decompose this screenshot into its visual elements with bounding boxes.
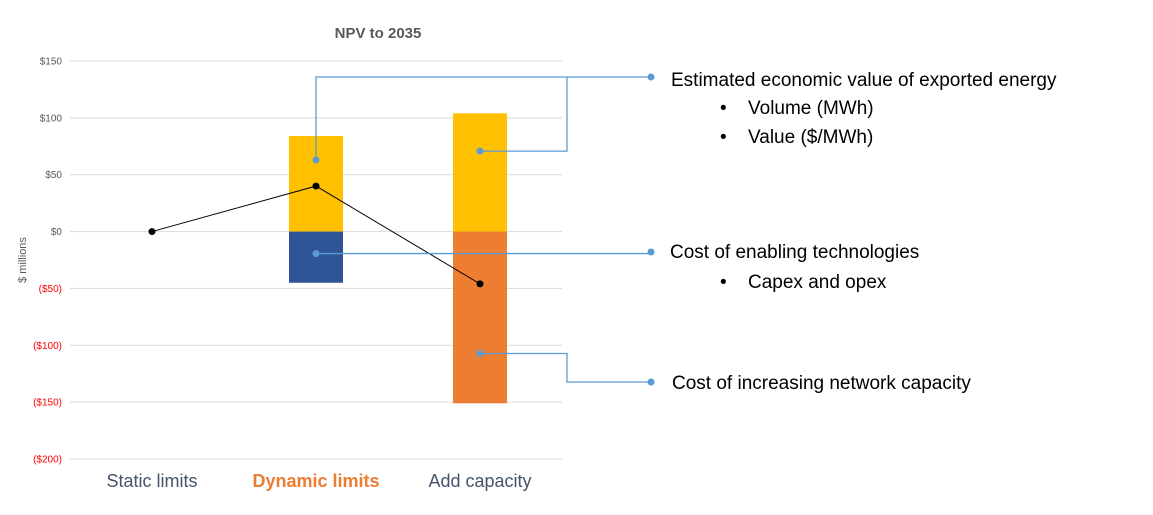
net-point	[476, 280, 484, 288]
bars	[289, 113, 507, 404]
category-label: Dynamic limits	[252, 471, 379, 491]
leader-dot	[647, 248, 655, 256]
y-tick-label: $50	[45, 170, 62, 181]
net-point	[148, 228, 156, 236]
y-tick-label: ($50)	[39, 284, 62, 295]
leader-line	[480, 77, 568, 152]
annotation-network-capacity-title: Cost of increasing network capacity	[672, 373, 971, 394]
bar-network-capacity	[453, 231, 507, 404]
annotation-bullet-glyph: •	[720, 98, 727, 119]
annotation-leaders	[312, 73, 655, 386]
chart-title: NPV to 2035	[335, 25, 422, 42]
leader-dot	[476, 349, 484, 357]
leader-dot	[476, 147, 484, 155]
leader-dot	[647, 378, 655, 386]
y-tick-label: $150	[40, 57, 63, 68]
y-tick-label: $0	[51, 227, 63, 238]
y-tick-label: ($150)	[33, 398, 62, 409]
annotation-exported-energy-title: Estimated economic value of exported ene…	[671, 70, 1057, 91]
annotation-bullet-value: Value ($/MWh)	[748, 127, 873, 148]
annotation-enabling-tech-title: Cost of enabling technologies	[670, 242, 919, 263]
annotation-bullet-glyph: •	[720, 127, 727, 148]
annotation-bullet-capex: Capex and opex	[748, 272, 887, 293]
annotation-bullet-glyph: •	[720, 272, 727, 293]
net-line	[148, 182, 484, 288]
bar-exported-energy	[453, 113, 507, 232]
y-tick-label: $100	[40, 113, 63, 124]
leader-dot	[312, 156, 320, 164]
leader-dot	[647, 73, 655, 81]
y-tick-label: ($100)	[33, 341, 62, 352]
leader-dot	[312, 250, 320, 258]
category-label: Add capacity	[428, 471, 531, 491]
leader-line	[480, 352, 651, 383]
annotation-bullet-volume: Volume (MWh)	[748, 98, 874, 119]
leader-line	[315, 76, 651, 160]
category-labels: Static limits Dynamic limits Add capacity	[106, 471, 531, 491]
category-label: Static limits	[106, 471, 197, 491]
bar-enabling-tech	[289, 231, 343, 283]
y-axis-ticks: $150 $100 $50 $0 ($50) ($100) ($150) ($200)	[33, 57, 62, 466]
y-tick-label: ($200)	[33, 455, 62, 466]
net-point	[312, 182, 320, 190]
y-axis-label: $ millions	[17, 237, 29, 283]
